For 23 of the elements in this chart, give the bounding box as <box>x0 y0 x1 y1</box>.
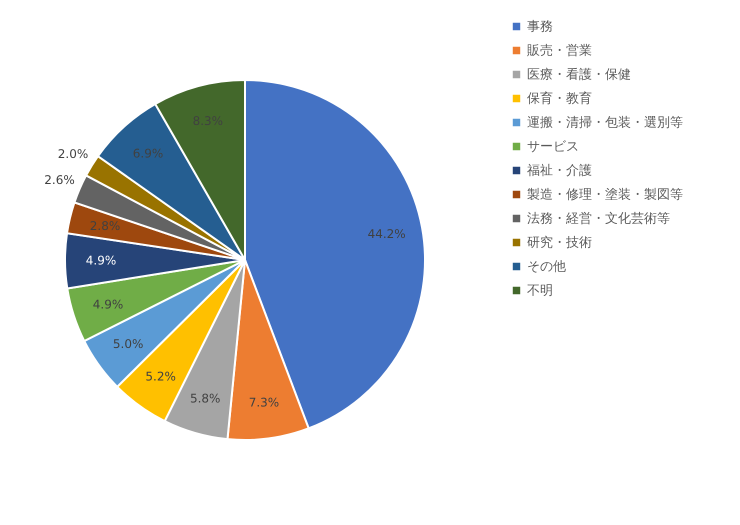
legend-label: 運搬・清掃・包装・選別等 <box>527 116 683 130</box>
legend-label: 製造・修理・塗装・製図等 <box>527 188 683 202</box>
data-label: 2.8% <box>90 219 120 234</box>
legend-label: 不明 <box>527 284 553 298</box>
data-label: 2.0% <box>58 147 88 162</box>
data-label: 6.9% <box>132 146 164 161</box>
data-label: 4.9% <box>86 254 116 268</box>
legend-label: その他 <box>527 260 566 274</box>
data-label: 5.2% <box>145 370 176 384</box>
data-label: 2.6% <box>44 172 75 187</box>
legend-label: 医療・看護・保健 <box>527 68 631 82</box>
data-label: 5.8% <box>190 391 220 406</box>
data-label: 5.0% <box>112 337 144 352</box>
data-label: 4.9% <box>92 297 124 312</box>
legend-label: 福祉・介護 <box>527 164 592 178</box>
data-label: 7.3% <box>248 396 280 410</box>
legend-label: 研究・技術 <box>527 236 592 250</box>
legend-label: 法務・経営・文化芸術等 <box>527 212 670 226</box>
legend-label: サービス <box>527 140 579 154</box>
legend-label: 保育・教育 <box>527 90 592 106</box>
legend-label: 事務 <box>527 20 553 34</box>
legend-label: 販売・営業 <box>527 44 592 58</box>
data-label: 44.2% <box>368 227 406 242</box>
